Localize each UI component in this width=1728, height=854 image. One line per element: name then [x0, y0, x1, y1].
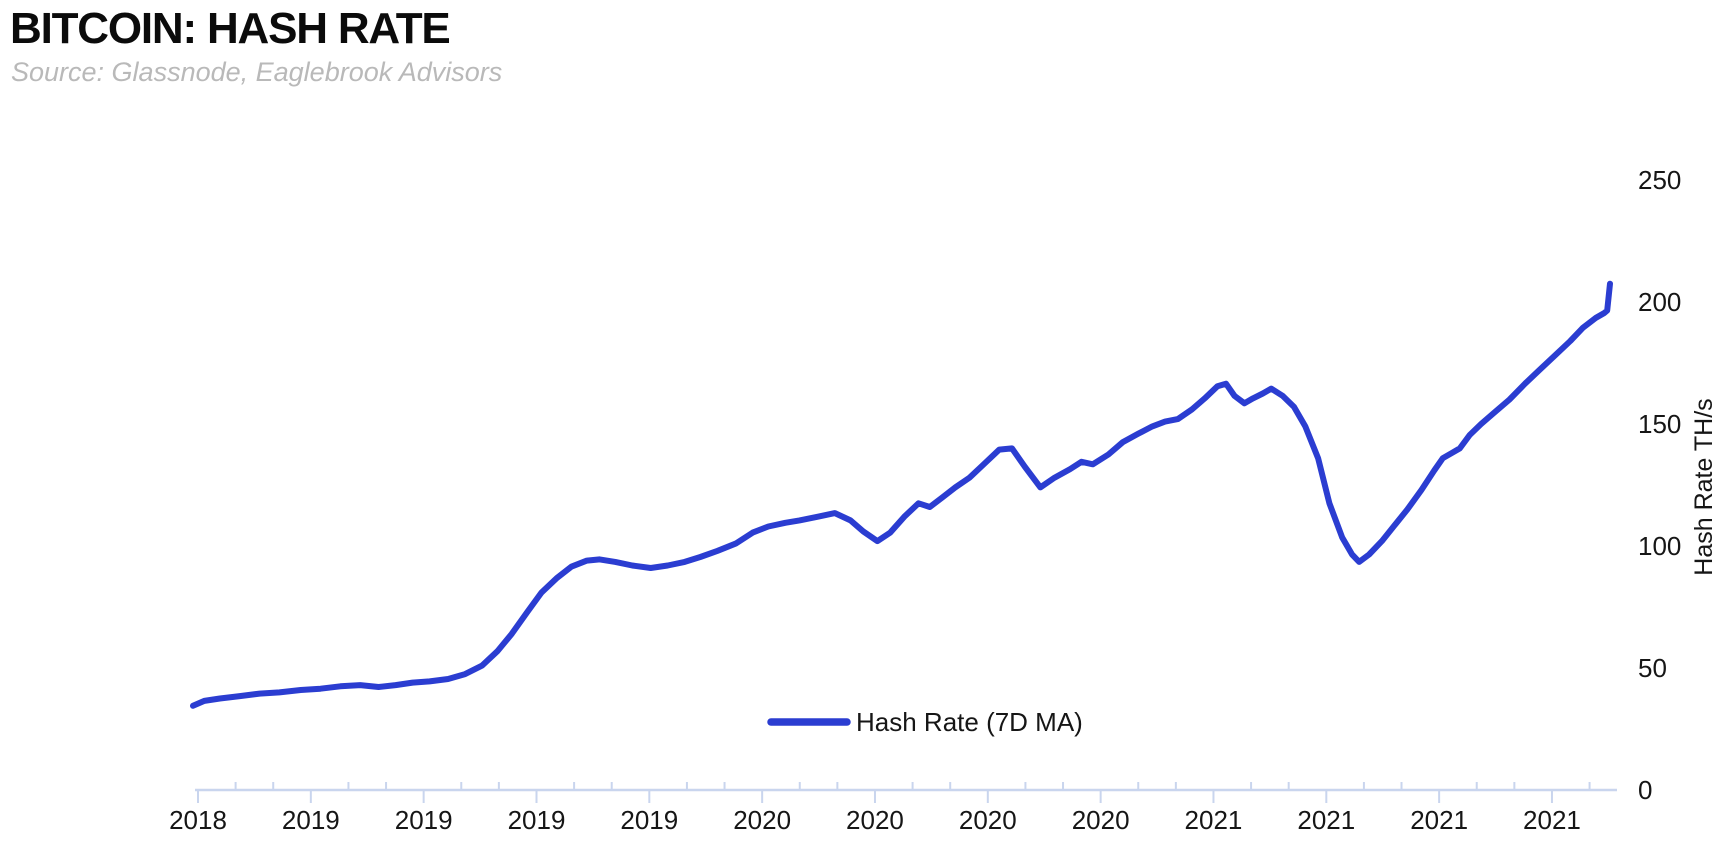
x-axis-label: 2019 — [282, 805, 340, 835]
x-axis-label: 2018 — [169, 805, 227, 835]
x-axis-label: 2020 — [1072, 805, 1130, 835]
x-axis-label: 2020 — [846, 805, 904, 835]
y-axis-label: 250 — [1638, 165, 1681, 195]
x-axis-label: 2021 — [1410, 805, 1468, 835]
x-axis-label: 2021 — [1523, 805, 1581, 835]
chart-source-caption: Source: Glassnode, Eaglebrook Advisors — [11, 57, 503, 87]
x-axis-label: 2020 — [959, 805, 1017, 835]
x-axis-label: 2019 — [508, 805, 566, 835]
y-axis-label: 200 — [1638, 287, 1681, 317]
hash-rate-series-line — [190, 280, 1613, 709]
y-axis-title: Hash Rate TH/s — [1690, 398, 1718, 575]
y-axis-labels: 0 50 100 150 200 250 — [1638, 165, 1681, 805]
x-axis-label: 2021 — [1297, 805, 1355, 835]
x-axis-label: 2021 — [1185, 805, 1243, 835]
y-axis-label: 50 — [1638, 653, 1667, 683]
y-axis-label: 0 — [1638, 775, 1652, 805]
x-axis-ticks — [197, 782, 1591, 803]
x-axis-label: 2020 — [733, 805, 791, 835]
y-axis-label: 150 — [1638, 409, 1681, 439]
x-axis-label: 2019 — [620, 805, 678, 835]
legend-label: Hash Rate (7D MA) — [856, 707, 1083, 737]
x-axis-labels: 2018 2019 2019 2019 2019 2020 2020 2020 2020 2021… — [169, 805, 1581, 835]
y-axis-label: 100 — [1638, 531, 1681, 561]
x-axis-label: 2019 — [395, 805, 453, 835]
chart-title: BITCOIN: HASH RATE — [10, 4, 451, 53]
